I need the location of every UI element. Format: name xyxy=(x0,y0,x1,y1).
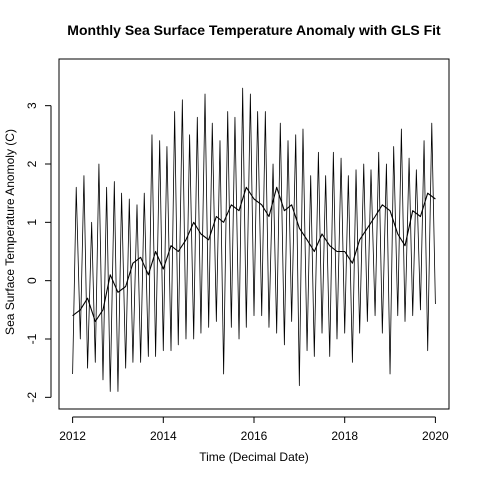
y-axis: -2 -1 0 1 2 3 xyxy=(25,102,52,403)
x-tick-label: 2012 xyxy=(59,429,86,443)
x-tick-label: 2018 xyxy=(331,429,358,443)
y-axis-label: Sea Surface Temperature Anomoly (C) xyxy=(3,129,17,335)
y-tick-label: 3 xyxy=(25,102,39,109)
y-tick-label: 1 xyxy=(25,219,39,226)
plot-frame xyxy=(58,58,450,410)
y-tick-label: -1 xyxy=(25,333,39,344)
y-tick-label: -2 xyxy=(25,392,39,403)
x-axis-label: Time (Decimal Date) xyxy=(199,450,309,464)
gls-fit-line xyxy=(72,186,436,323)
chart-title: Monthly Sea Surface Temperature Anomaly … xyxy=(67,22,441,38)
x-tick-label: 2020 xyxy=(422,429,449,443)
x-axis: 2012 2014 2016 2018 2020 xyxy=(59,416,449,443)
y-tick-label: 2 xyxy=(25,160,39,167)
x-tick-label: 2014 xyxy=(150,429,177,443)
data-series xyxy=(72,87,436,392)
y-tick-label: 0 xyxy=(25,277,39,284)
x-tick-label: 2016 xyxy=(241,429,268,443)
anomaly-series-line xyxy=(72,87,436,392)
